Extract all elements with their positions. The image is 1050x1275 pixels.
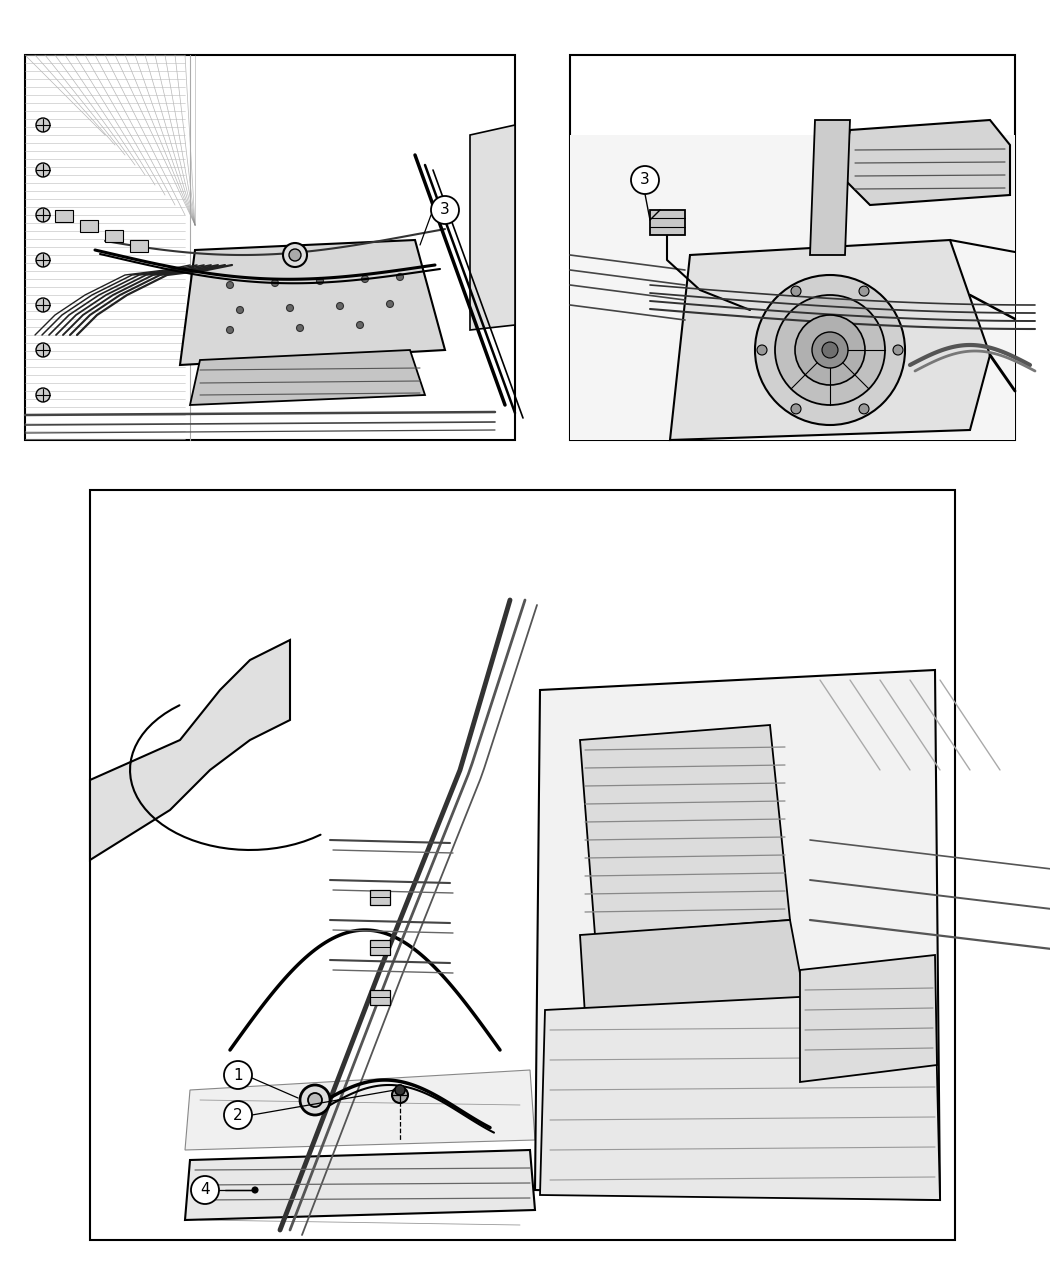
Polygon shape bbox=[670, 240, 990, 440]
Circle shape bbox=[36, 252, 50, 266]
Polygon shape bbox=[840, 120, 1010, 205]
Circle shape bbox=[397, 274, 403, 280]
Circle shape bbox=[227, 326, 233, 334]
Bar bbox=[370, 940, 390, 955]
Circle shape bbox=[892, 346, 903, 354]
Circle shape bbox=[36, 119, 50, 133]
Circle shape bbox=[822, 342, 838, 358]
Bar bbox=[570, 55, 1015, 440]
Polygon shape bbox=[540, 989, 940, 1200]
Circle shape bbox=[775, 295, 885, 405]
Circle shape bbox=[392, 1088, 408, 1103]
Circle shape bbox=[361, 275, 369, 283]
Circle shape bbox=[236, 306, 244, 314]
Circle shape bbox=[308, 1093, 322, 1107]
Text: 2: 2 bbox=[233, 1108, 243, 1122]
Text: 4: 4 bbox=[201, 1182, 210, 1197]
Circle shape bbox=[296, 325, 303, 332]
Circle shape bbox=[395, 1085, 405, 1095]
Bar bbox=[80, 221, 98, 232]
Polygon shape bbox=[800, 955, 937, 1082]
Circle shape bbox=[395, 1085, 405, 1095]
Bar bbox=[370, 890, 390, 905]
Circle shape bbox=[36, 343, 50, 357]
Circle shape bbox=[812, 332, 848, 368]
Polygon shape bbox=[570, 135, 1015, 440]
Polygon shape bbox=[580, 921, 805, 1015]
Polygon shape bbox=[185, 1150, 536, 1220]
Polygon shape bbox=[180, 240, 445, 365]
Circle shape bbox=[36, 298, 50, 312]
Polygon shape bbox=[185, 1070, 536, 1150]
Bar bbox=[90, 490, 956, 1241]
Circle shape bbox=[224, 1102, 252, 1128]
Circle shape bbox=[36, 388, 50, 402]
Circle shape bbox=[795, 315, 865, 385]
Bar bbox=[130, 240, 148, 252]
Circle shape bbox=[272, 279, 278, 287]
Circle shape bbox=[284, 244, 307, 266]
Circle shape bbox=[287, 305, 294, 311]
Text: 3: 3 bbox=[440, 203, 449, 218]
Polygon shape bbox=[810, 120, 851, 255]
Circle shape bbox=[36, 208, 50, 222]
Polygon shape bbox=[190, 351, 425, 405]
Circle shape bbox=[289, 249, 301, 261]
Circle shape bbox=[386, 301, 394, 307]
Polygon shape bbox=[580, 725, 790, 935]
Circle shape bbox=[791, 286, 801, 296]
Circle shape bbox=[859, 286, 869, 296]
Circle shape bbox=[791, 404, 801, 414]
Text: 3: 3 bbox=[640, 172, 650, 187]
Circle shape bbox=[300, 1085, 330, 1116]
Bar bbox=[650, 210, 685, 235]
Bar bbox=[105, 230, 123, 242]
Circle shape bbox=[430, 196, 459, 224]
Polygon shape bbox=[536, 669, 940, 1200]
Polygon shape bbox=[90, 640, 290, 861]
Circle shape bbox=[316, 278, 323, 284]
Circle shape bbox=[755, 275, 905, 425]
Circle shape bbox=[757, 346, 766, 354]
Circle shape bbox=[191, 1176, 219, 1204]
Circle shape bbox=[36, 163, 50, 177]
Bar bbox=[25, 55, 514, 440]
Circle shape bbox=[357, 321, 363, 329]
Circle shape bbox=[227, 282, 233, 288]
Circle shape bbox=[252, 1187, 258, 1193]
Circle shape bbox=[224, 1061, 252, 1089]
Circle shape bbox=[631, 166, 659, 194]
Circle shape bbox=[859, 404, 869, 414]
Circle shape bbox=[336, 302, 343, 310]
Polygon shape bbox=[470, 125, 514, 330]
Bar bbox=[55, 210, 74, 222]
Bar bbox=[370, 989, 390, 1005]
Text: 1: 1 bbox=[233, 1067, 243, 1082]
